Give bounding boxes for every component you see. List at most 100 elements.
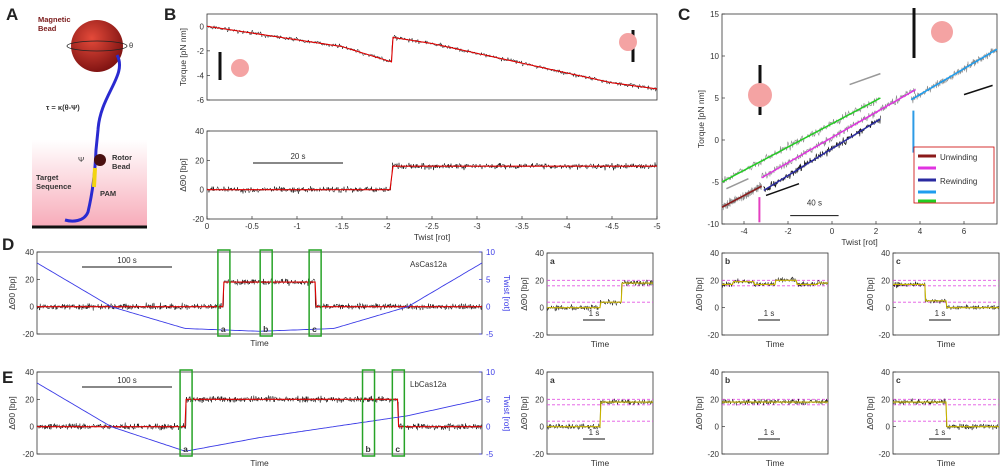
y-tick-label: -20 <box>878 450 890 459</box>
x-axis-label: Time <box>250 458 269 467</box>
plot-frame <box>206 13 658 101</box>
y2-tick-label: 10 <box>486 248 495 257</box>
y-axis-label: ΔΘ0 [bp] <box>519 277 529 310</box>
x-tick-label: 2 <box>874 227 879 236</box>
y-tick-label: 40 <box>710 249 719 258</box>
x-tick-label: 6 <box>962 227 967 236</box>
y-tick-label: 0 <box>715 304 720 313</box>
cas-cartoon-icon <box>748 83 772 107</box>
y-tick-label: 15 <box>710 10 719 19</box>
y-axis-label: ΔΘ0 [bp] <box>865 396 875 429</box>
inset-d-a: -20 0 20 40 ΔΘ0 [bp] Time a 1 s <box>519 249 654 349</box>
scalebar-label: 100 s <box>117 376 137 385</box>
legend-label: Rewinding <box>940 177 977 186</box>
x-tick-label: -4 <box>563 222 571 231</box>
scalebar-label: 1 s <box>589 309 600 318</box>
bead-label-line1: Magnetic <box>38 15 71 24</box>
inset-label: a <box>550 375 555 385</box>
scalebar-label: 1 s <box>935 428 946 437</box>
y-tick-label: 0 <box>715 423 720 432</box>
y-tick-label: 40 <box>710 368 719 377</box>
zoom-box <box>361 369 376 457</box>
y-tick-label: 40 <box>535 249 544 258</box>
theta-symbol: θ <box>129 41 133 50</box>
x-tick-label: -2 <box>383 222 391 231</box>
zoom-box-label: b <box>366 444 371 454</box>
y-tick-label: -6 <box>197 96 205 105</box>
inset-panels: -20 0 20 40 ΔΘ0 [bp] Time a 1 s -20 0 20 40 ΔΘ0 [bp]… <box>519 249 1000 467</box>
target-label: Target Sequence <box>36 173 71 191</box>
psi-symbol: Ψ <box>78 155 84 164</box>
x-axis-label: Twist [rot] <box>841 237 877 247</box>
y2-tick-label: -5 <box>486 330 494 339</box>
step-fit-line <box>547 401 653 428</box>
x-tick-label: 4 <box>918 227 923 236</box>
panel-e: -20 0 20 40 ΔΘ0 [bp] -5 0 5 10 Twist [rot] Time a b c… <box>7 368 512 467</box>
zoom-box <box>391 369 406 457</box>
zoom-box-label: c <box>312 324 317 334</box>
scalebar-label: 1 s <box>589 428 600 437</box>
x-tick-label: -4 <box>740 227 748 236</box>
bead-label-line2: Bead <box>38 24 57 33</box>
inset-d-b: -20 0 20 40 ΔΘ0 [bp] Time b 1 s <box>694 249 829 349</box>
y2-tick-label: -5 <box>486 450 494 459</box>
y-axis-label: ΔΘ0 [bp] <box>694 396 704 429</box>
target-label-line2: Sequence <box>36 182 71 191</box>
x-tick-label: 0 <box>205 222 210 231</box>
y2-axis-label: Twist [rot] <box>502 395 512 431</box>
y-tick-label: 20 <box>25 275 34 284</box>
inset-e-a: -20 0 20 40 ΔΘ0 [bp] Time a 1 s <box>519 368 654 467</box>
y-tick-label: 0 <box>540 423 545 432</box>
y-tick-label: 20 <box>881 276 890 285</box>
y2-tick-label: 10 <box>486 368 495 377</box>
torque-fit-line <box>910 48 998 101</box>
x-tick-label: -1 <box>293 222 301 231</box>
y-tick-label: 20 <box>25 395 34 404</box>
y-tick-label: 20 <box>881 395 890 404</box>
x-axis-label: Time <box>250 338 269 348</box>
y2-tick-label: 0 <box>486 303 491 312</box>
zoom-box <box>179 369 193 457</box>
torque-fit-line <box>761 88 916 179</box>
y-axis-label: ΔΘ0 [bp] <box>7 396 17 429</box>
magnetic-bead <box>71 20 123 72</box>
pam-label: PAM <box>100 189 116 198</box>
twist-line <box>36 382 483 452</box>
y-axis-label: Torque [pN nm] <box>178 28 188 86</box>
x-tick-label: -1.5 <box>335 222 349 231</box>
bead-label: Magnetic Bead <box>38 15 73 33</box>
inset-e-b: -20 0 20 40 ΔΘ0 [bp] Time b 1 s <box>694 368 829 467</box>
enzyme-annotation: AsCas12a <box>410 260 447 269</box>
step-fit-line <box>547 282 653 309</box>
plot-frame <box>721 252 829 336</box>
x-tick-label: -2.5 <box>425 222 439 231</box>
direction-arrow <box>849 72 881 86</box>
plot-frame <box>892 252 1000 336</box>
y-tick-label: -2 <box>197 47 205 56</box>
y-tick-label: 20 <box>535 395 544 404</box>
y-tick-label: -20 <box>532 331 544 340</box>
x-axis-label: Time <box>591 458 610 467</box>
x-tick-label: 0 <box>830 227 835 236</box>
x-axis-label: Time <box>766 339 785 349</box>
zoom-box <box>308 249 322 337</box>
plot-frame <box>36 371 483 455</box>
torque-trace <box>206 25 658 92</box>
y-tick-label: 0 <box>540 304 545 313</box>
x-axis-label: Time <box>591 339 610 349</box>
torque-filtered-line <box>206 25 658 90</box>
y-tick-label: 40 <box>25 368 34 377</box>
cas-cartoon-icon <box>619 33 637 51</box>
y-axis-label: ΔΘ0 [bp] <box>7 276 17 309</box>
y-tick-label: 40 <box>881 249 890 258</box>
y-tick-label: 20 <box>195 156 204 165</box>
zoom-box-label: a <box>221 324 226 334</box>
x-axis-label: Twist [rot] <box>414 232 450 242</box>
y2-tick-label: 5 <box>486 395 491 404</box>
direction-arrow <box>963 84 993 96</box>
y-tick-label: -20 <box>707 450 719 459</box>
y-tick-label: 0 <box>200 22 205 31</box>
inset-label: a <box>550 256 555 266</box>
cas-cartoon-icon <box>931 21 953 43</box>
y-tick-label: -5 <box>712 178 720 187</box>
